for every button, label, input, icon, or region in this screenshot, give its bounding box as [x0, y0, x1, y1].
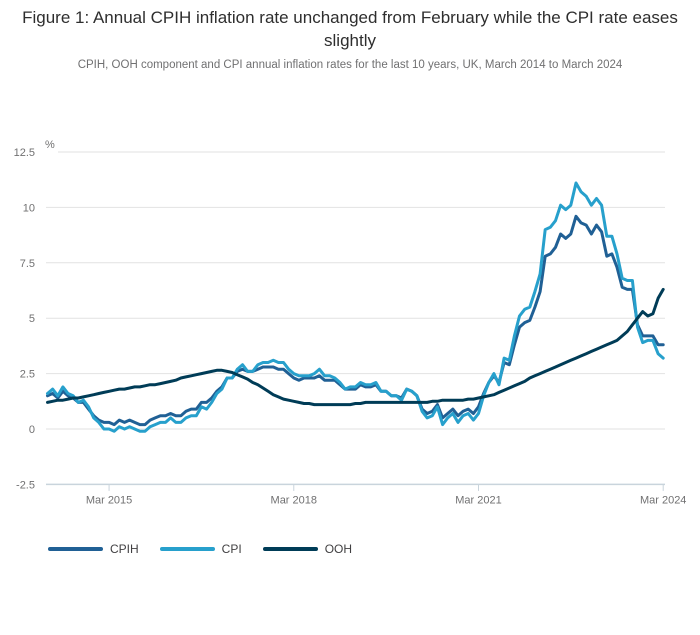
legend: CPIH CPI OOH: [48, 542, 352, 556]
y-axis-tick-label: 12.5: [14, 147, 35, 159]
cpih-line: [46, 214, 665, 427]
figure-title: Figure 1: Annual CPIH inflation rate unc…: [22, 8, 678, 50]
y-axis-tick-label: 10: [23, 202, 35, 214]
cpih-legend-label: CPIH: [110, 542, 139, 556]
y-axis-tick-label: 5: [29, 313, 35, 325]
y-axis-tick-label: 7.5: [20, 258, 35, 270]
y-axis-tick-label: -2.5: [16, 479, 35, 491]
x-axis-tick-label: Mar 2015: [86, 494, 132, 506]
cpi-line-swatch: [159, 547, 215, 551]
x-axis-tick-label: Mar 2024: [640, 494, 686, 506]
legend-item-cpi: CPI: [159, 542, 242, 556]
x-axis-tick-label: Mar 2021: [455, 494, 501, 506]
ooh-legend-label: OOH: [324, 542, 353, 556]
y-axis-tick-label: 0: [29, 424, 35, 436]
ooh-line: [46, 287, 665, 407]
legend-item-cpih: CPIH: [48, 542, 139, 556]
cpi-line: [46, 181, 665, 433]
legend-item-ooh: OOH: [262, 542, 353, 556]
x-axis-tick-label: Mar 2018: [271, 494, 317, 506]
cpi-legend-label: CPI: [221, 542, 242, 556]
y-axis-unit-label: %: [45, 139, 55, 151]
cpih-line-swatch: [48, 547, 103, 551]
figure-subtitle: CPIH, OOH component and CPI annual infla…: [77, 59, 623, 71]
y-axis-tick-label: 2.5: [20, 369, 35, 381]
ooh-line-swatch: [262, 547, 318, 551]
